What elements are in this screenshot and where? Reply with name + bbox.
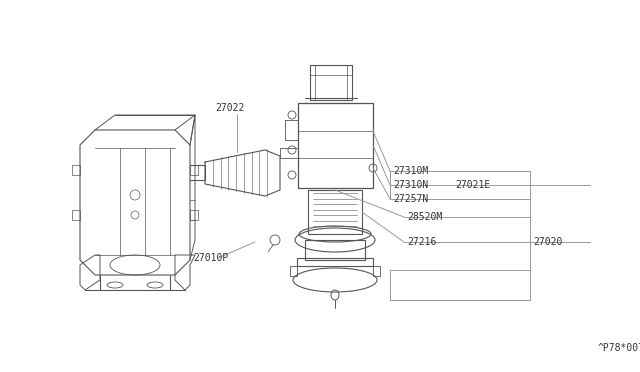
Text: 27022: 27022 xyxy=(215,103,244,113)
Text: 27310M: 27310M xyxy=(393,166,428,176)
Bar xyxy=(310,65,352,100)
Bar xyxy=(298,103,373,188)
Bar xyxy=(308,190,362,234)
Text: 27216: 27216 xyxy=(407,237,436,247)
Text: 28520M: 28520M xyxy=(407,212,442,222)
Bar xyxy=(305,240,365,260)
Text: 27310N: 27310N xyxy=(393,180,428,190)
Text: 27257N: 27257N xyxy=(393,194,428,204)
Text: 27020: 27020 xyxy=(533,237,563,247)
Text: ^P78*007·: ^P78*007· xyxy=(598,343,640,353)
Text: 27021E: 27021E xyxy=(455,180,490,190)
Text: 27010P: 27010P xyxy=(193,253,228,263)
Bar xyxy=(297,258,373,266)
